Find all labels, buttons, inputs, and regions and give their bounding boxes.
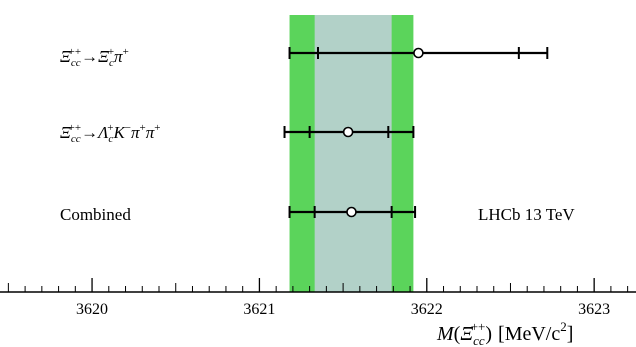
central-value-marker [342, 126, 354, 138]
row-label-combined: Combined [60, 205, 131, 224]
measurement-2 [283, 126, 415, 138]
central-value-marker [346, 206, 357, 218]
x-tick-label: 3623 [578, 301, 610, 318]
lhcb-annotation: LHCb 13 TeV [478, 205, 575, 224]
measurement-points [283, 47, 549, 218]
row-label-xic-pi: Ξcc++→Ξc+π+ [60, 46, 129, 69]
row-label-lambdac-k-pi-pi: Ξcc++→Λc+K−π+π+ [60, 122, 161, 145]
combined-band [289, 15, 414, 292]
x-tick-label: 3620 [76, 301, 108, 318]
measurement-3 [288, 206, 417, 218]
x-tick-label: 3622 [411, 301, 443, 318]
x-axis-label: M(Ξcc++) [MeV/c2] [436, 319, 573, 347]
band-inner-1sigma [314, 15, 392, 292]
central-value-marker [413, 47, 424, 59]
x-tick-label: 3621 [243, 301, 275, 318]
measurement-1 [288, 47, 549, 59]
x-axis-ticks: 3620 3621 3622 3623 [7, 278, 629, 318]
